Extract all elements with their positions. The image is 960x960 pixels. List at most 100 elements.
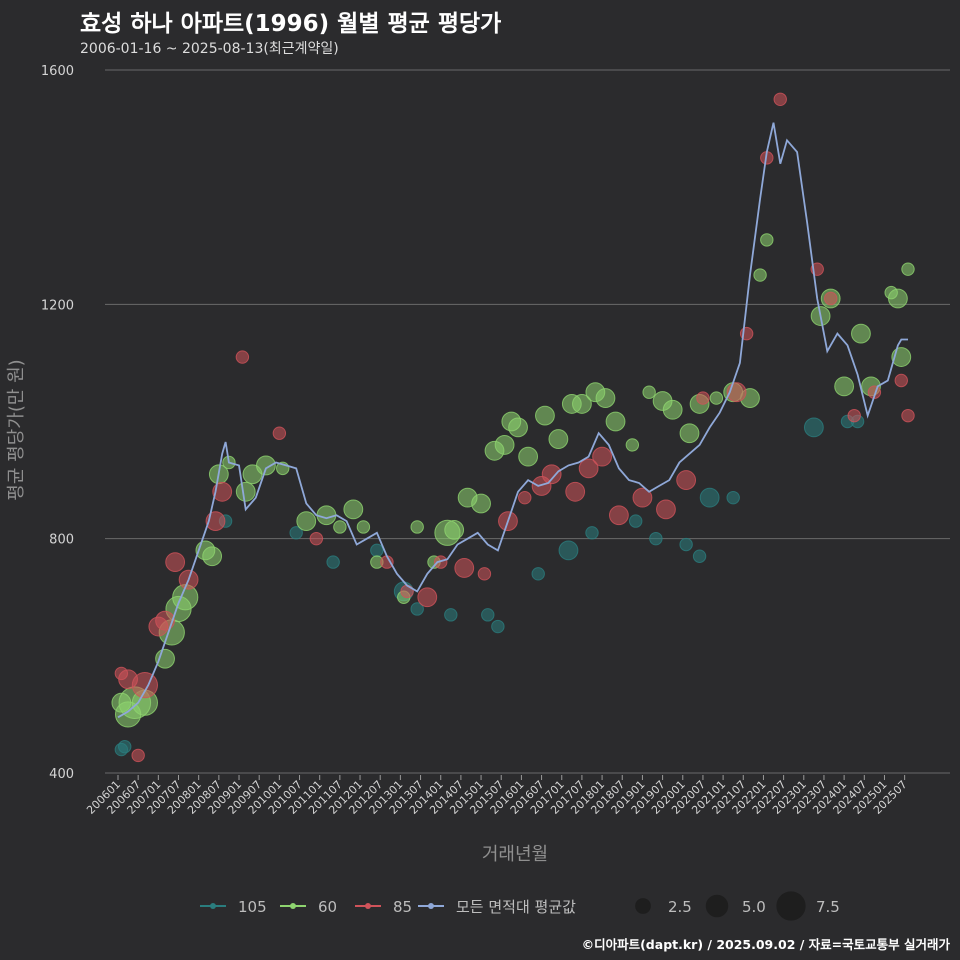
point-85-20 [518, 490, 532, 505]
point-60-16 [296, 511, 317, 531]
point-105-13 [585, 526, 599, 540]
point-60-28 [471, 493, 491, 514]
legend-dot-105 [210, 903, 216, 909]
legend-dot-60 [290, 903, 296, 909]
point-60-50 [753, 268, 767, 282]
legend: 105 60 85 모든 면적대 평균값 2.5 5.0 7.5 [200, 891, 840, 921]
point-105-7 [410, 602, 424, 616]
point-60-37 [572, 394, 592, 414]
point-105-8 [444, 608, 458, 622]
point-105-10 [491, 619, 505, 634]
average-line-group [117, 122, 908, 719]
point-60-32 [508, 417, 528, 438]
point-105-5 [370, 543, 384, 558]
point-85-24 [578, 458, 599, 479]
legend-label-60: 60 [318, 898, 337, 916]
point-105-12 [558, 540, 579, 561]
point-60-51 [760, 233, 774, 247]
point-60-12 [235, 481, 256, 502]
point-85-40 [901, 408, 915, 423]
point-60-41 [625, 438, 640, 452]
point-60-26 [444, 519, 465, 540]
legend-label-85: 85 [393, 898, 412, 916]
point-105-9 [481, 608, 495, 622]
page-subtitle: 2006-01-16 ~ 2025-08-13(최근계약일) [80, 41, 339, 57]
point-85-17 [454, 558, 475, 578]
point-60-34 [535, 405, 555, 426]
legend-label-모든 면적대 평균값: 모든 면적대 평균값 [456, 898, 576, 916]
point-85-26 [608, 505, 629, 526]
point-105-18 [699, 487, 720, 508]
point-85-25 [592, 446, 612, 467]
y-tick-label-800: 800 [49, 533, 74, 548]
legend-size-label-7.5: 7.5 [816, 898, 840, 916]
point-85-3 [131, 672, 158, 699]
point-105-3 [289, 526, 303, 540]
legend-dot-85 [365, 903, 371, 909]
y-tick-labels: 400 800 1200 1600 [41, 64, 74, 782]
point-85-30 [696, 391, 710, 405]
point-60-58 [888, 288, 908, 309]
point-60-54 [834, 376, 855, 397]
point-85-34 [773, 92, 787, 106]
point-85-15 [417, 587, 438, 608]
point-105-15 [649, 531, 663, 546]
point-85-36 [823, 291, 838, 306]
point-60-47 [709, 391, 724, 405]
point-85-10 [235, 350, 250, 364]
legend-size-dot-7.5 [776, 891, 806, 921]
point-60-20 [356, 520, 371, 534]
point-60-35 [548, 429, 569, 449]
y-tick-label-1200: 1200 [41, 298, 74, 313]
x-axis-title: 거래년월 [482, 844, 548, 865]
point-60-17 [316, 505, 337, 526]
point-105-20 [803, 417, 824, 438]
point-60-55 [851, 323, 871, 344]
y-axis-title: 평균 평당가(만 원) [6, 359, 27, 500]
point-60-40 [605, 411, 626, 432]
point-60-45 [679, 423, 700, 444]
point-60-18 [333, 520, 347, 534]
x-tick-labels: 2006012006072007012007072008012008072009… [84, 775, 910, 817]
legend-size-label-2.5: 2.5 [668, 898, 692, 916]
point-105-11 [531, 567, 545, 581]
point-85-28 [656, 499, 676, 520]
point-85-29 [676, 470, 697, 490]
page-title: 효성 하나 아파트(1996) 월별 평균 평당가 [80, 11, 502, 37]
point-85-9 [212, 481, 233, 502]
point-85-2 [131, 748, 145, 763]
grid-lines [105, 69, 950, 774]
point-60-30 [494, 435, 515, 455]
point-85-18 [477, 567, 492, 581]
legend-dot-모든 면적대 평균값 [428, 903, 434, 909]
point-60-60 [901, 262, 915, 276]
point-85-27 [632, 487, 653, 508]
point-105-4 [326, 555, 340, 569]
legend-size-dot-5.0 [705, 894, 729, 918]
point-60-42 [642, 385, 656, 399]
point-85-6 [165, 552, 186, 572]
point-60-33 [518, 446, 539, 467]
y-tick-label-400: 400 [49, 767, 74, 782]
point-105-19 [726, 490, 740, 505]
point-85-16 [434, 555, 448, 569]
data-points [111, 92, 915, 763]
point-60-14 [256, 455, 276, 476]
point-105-16 [679, 537, 693, 552]
average-line [117, 122, 908, 719]
legend-size-dot-2.5 [635, 898, 651, 914]
point-60-23 [410, 520, 424, 534]
point-85-12 [309, 531, 324, 546]
point-60-39 [595, 388, 616, 408]
point-60-44 [662, 399, 683, 420]
point-85-23 [565, 481, 586, 502]
y-tick-label-1600: 1600 [41, 64, 74, 79]
point-85-5 [155, 610, 175, 631]
legend-size-label-5.0: 5.0 [742, 898, 766, 916]
point-85-39 [894, 373, 908, 388]
point-85-22 [541, 464, 562, 485]
point-105-17 [692, 549, 707, 563]
point-85-11 [272, 426, 287, 440]
point-60-19 [343, 499, 364, 520]
